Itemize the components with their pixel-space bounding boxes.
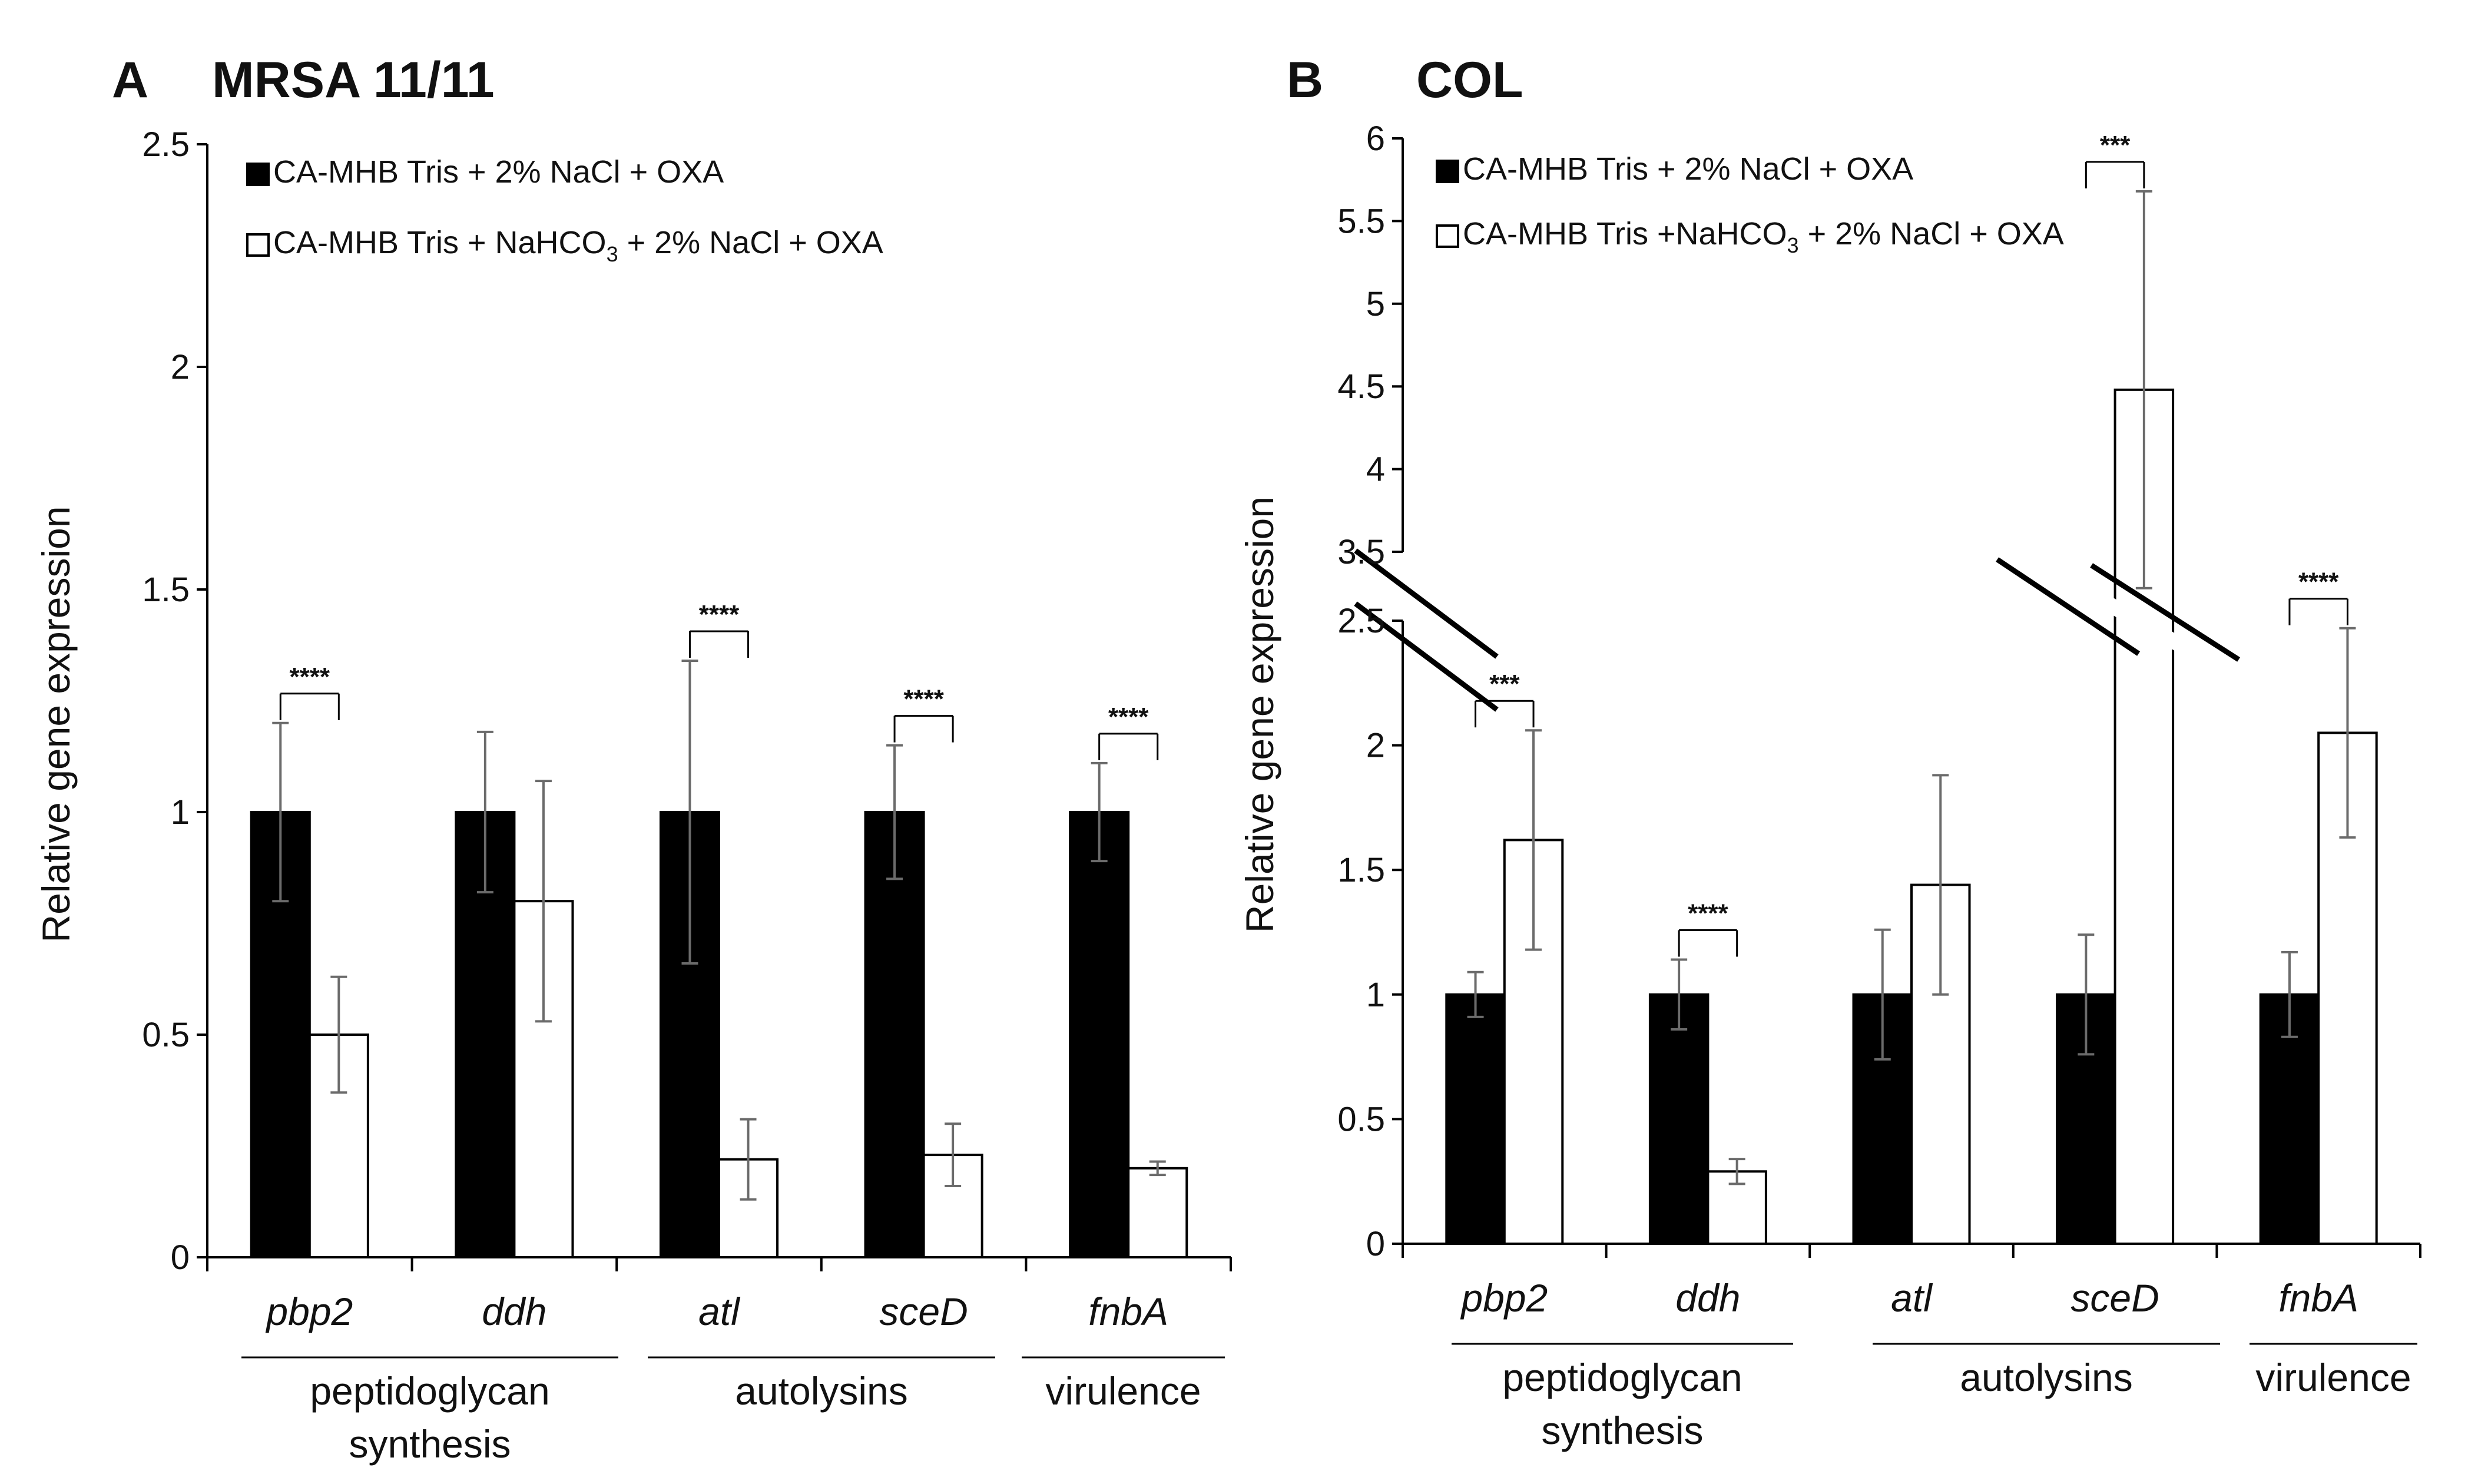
panel-a-group-label-0: peptidoglycan	[310, 1369, 549, 1413]
panel-a-y-tick-label: 1.5	[142, 571, 190, 609]
panel-a-y-tick-label: 0.5	[142, 1016, 190, 1054]
panel-a-group-label-1: autolysins	[735, 1369, 908, 1413]
panel-b-y-tick-label: 2	[1366, 727, 1385, 765]
panel-a-y-tick-label: 0	[171, 1238, 190, 1277]
panel-b-y-axis-label: Relative gene expression	[1238, 496, 1281, 933]
panel-a-y-tick-label: 2.5	[142, 125, 190, 164]
panel-a-title: MRSA 11/11	[212, 52, 495, 108]
panel-b-legend-swatch-black	[1436, 160, 1459, 183]
panel-a-sig-label-pbp2: ****	[290, 662, 330, 691]
panel-b-group-label-0: peptidoglycan	[1502, 1356, 1742, 1399]
panel-a-group-label-0: synthesis	[349, 1422, 511, 1466]
panel-b-title: COL	[1416, 52, 1523, 108]
panel-a-legend-swatch-black	[246, 163, 270, 186]
panel-b-y-tick-label: 1	[1366, 976, 1385, 1014]
panel-a-y-axis-label: Relative gene expression	[34, 506, 78, 942]
panel-a-category-label-atl: atl	[698, 1290, 741, 1333]
panel-b-y-tick-label: 4	[1366, 450, 1385, 489]
panel-a-group-label-2: virulence	[1045, 1369, 1201, 1413]
panel-b-group-label-1: autolysins	[1960, 1356, 2133, 1399]
panel-a-sig-label-atl: ****	[699, 600, 740, 629]
panel-b-y-tick-label: 5	[1366, 285, 1385, 323]
panel-b-axis-break-mark	[1354, 548, 1499, 659]
panel-a-letter: A	[112, 52, 148, 108]
panel-a-category-label-fnbA: fnbA	[1088, 1290, 1168, 1333]
panel-a-bar-white-pbp2	[308, 1034, 369, 1258]
panel-b-legend-swatch-white	[1436, 224, 1459, 248]
panel-a-bar-black-fnbA	[1069, 811, 1130, 1258]
panel-b-category-label-atl: atl	[1891, 1276, 1933, 1320]
panel-b-bar-black-pbp2	[1445, 993, 1506, 1246]
panel-b-category-label-sceD: sceD	[2070, 1276, 2159, 1320]
panel-b-bar-black-ddh	[1648, 993, 1710, 1246]
panel-b-bar-break-mark	[1996, 557, 2141, 656]
panel-a-y-tick-label: 2	[171, 348, 190, 386]
panel-a-legend-label-2-rest: + 2% NaCl + OXA	[618, 225, 883, 260]
panel-b-y-tick-label: 0.5	[1337, 1100, 1385, 1138]
panel-b-y-tick-label: 1.5	[1337, 851, 1385, 889]
panel-a-y-tick-label: 1	[171, 793, 190, 832]
panel-b-legend-label-2-main: CA-MHB Tris +NaHCO	[1463, 216, 1787, 251]
panel-a-category-label-pbp2: pbp2	[265, 1290, 353, 1333]
panel-a-sig-label-sceD: ****	[903, 685, 944, 714]
panel-a-category-label-sceD: sceD	[879, 1290, 968, 1333]
panel-b-y-tick-label: 2.5	[1337, 602, 1385, 640]
panel-b-bar-break-gap	[2020, 545, 2180, 654]
panel-b-axis-break-mark	[1354, 601, 1499, 712]
panel-b-category-label-fnbA: fnbA	[2278, 1276, 2358, 1320]
panel-a-bar-black-sceD	[864, 811, 925, 1258]
panel-a-legend-label-2-main: CA-MHB Tris + NaHCO	[273, 225, 607, 260]
panel-a-legend-label-2-subscript: 3	[607, 242, 618, 266]
panel-a-legend-swatch-white	[246, 233, 270, 257]
panel-a-legend-label-2: CA-MHB Tris + NaHCO3 + 2% NaCl + OXA	[273, 225, 883, 266]
panel-b-sig-label-sceD: ***	[2100, 131, 2131, 160]
panel-b-y-tick-label: 6	[1366, 120, 1385, 158]
panel-a-bar-white-fnbA	[1127, 1167, 1188, 1259]
panel-a-sig-label-fnbA: ****	[1108, 703, 1149, 731]
panel-b-sig-label-fnbA: ****	[2298, 568, 2339, 597]
panel-b-y-tick-label: 3.5	[1337, 533, 1385, 571]
panel-b-sig-label-pbp2: ***	[1489, 670, 1520, 698]
panel-b-sig-label-ddh: ****	[1688, 899, 1728, 928]
panel-b-group-label-2: virulence	[2255, 1356, 2411, 1399]
panel-b-category-label-pbp2: pbp2	[1460, 1276, 1548, 1320]
panel-b-bar-break-mark	[2090, 563, 2241, 662]
panel-b-y-tick-label: 4.5	[1337, 367, 1385, 406]
panel-b-legend-label-2-subscript: 3	[1787, 233, 1799, 257]
panel-b-legend-label-2: CA-MHB Tris +NaHCO3 + 2% NaCl + OXA	[1463, 216, 2064, 257]
panel-b-legend-label-1: CA-MHB Tris + 2% NaCl + OXA	[1463, 151, 1913, 187]
panel-b-group-label-0: synthesis	[1541, 1409, 1703, 1452]
panel-b-legend-label-2-rest: + 2% NaCl + OXA	[1799, 216, 2064, 251]
panel-b-y-tick-label: 5.5	[1337, 202, 1385, 240]
panel-a-legend-label-1: CA-MHB Tris + 2% NaCl + OXA	[273, 154, 724, 190]
panel-a-category-label-ddh: ddh	[482, 1290, 546, 1333]
panel-b-letter: B	[1287, 52, 1323, 108]
panel-b-category-label-ddh: ddh	[1675, 1276, 1740, 1320]
panel-b-y-tick-label: 0	[1366, 1225, 1385, 1263]
